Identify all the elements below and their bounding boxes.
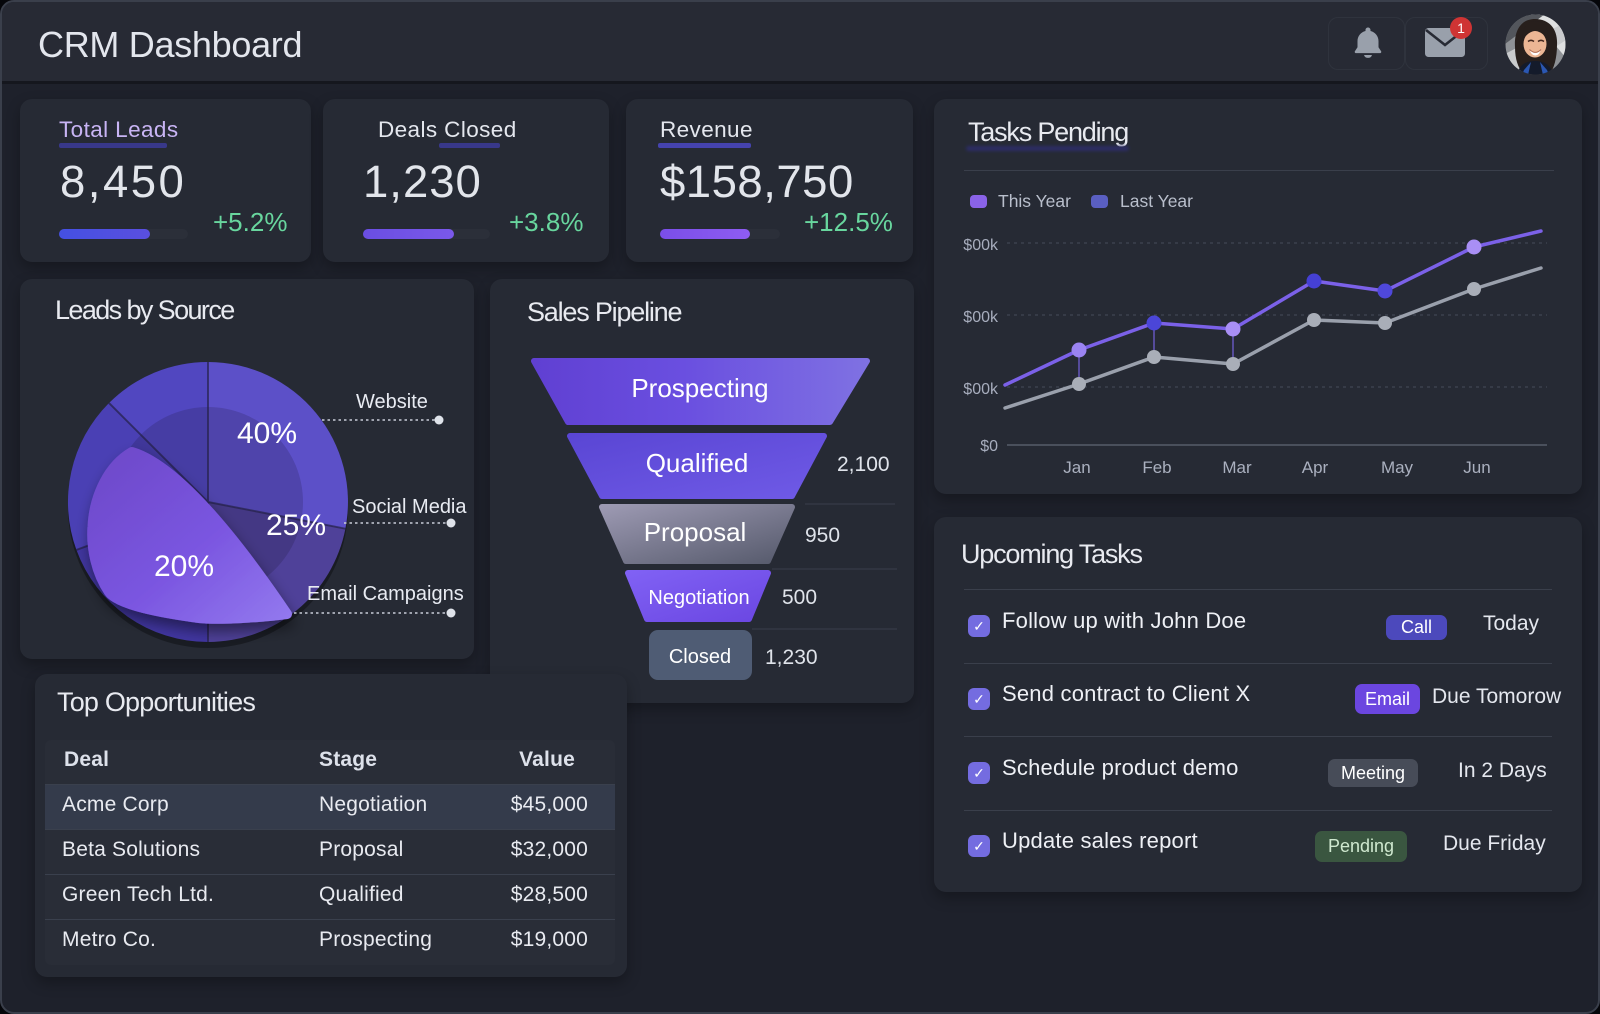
svg-text:Prospecting: Prospecting [631,373,768,403]
svg-text:$00k: $00k [963,237,999,254]
svg-text:Social Media: Social Media [352,496,467,518]
svg-text:20%: 20% [154,550,214,583]
svg-text:Proposal: Proposal [644,517,747,547]
svg-text:Mar: Mar [1222,458,1252,477]
svg-text:Jun: Jun [1463,458,1490,477]
svg-text:Website: Website [356,391,428,413]
svg-text:$0: $0 [980,438,998,455]
svg-text:1,230: 1,230 [765,646,818,669]
svg-text:Jan: Jan [1063,458,1090,477]
svg-text:This Year: This Year [998,191,1071,211]
svg-text:Email Campaigns: Email Campaigns [307,583,464,605]
svg-text:Feb: Feb [1142,458,1171,477]
svg-text:950: 950 [805,524,840,547]
svg-text:$00k: $00k [963,309,999,326]
svg-text:$00k: $00k [963,381,999,398]
svg-text:25%: 25% [266,509,326,542]
svg-text:Qualified: Qualified [646,448,749,478]
svg-text:Last Year: Last Year [1120,191,1193,211]
svg-text:40%: 40% [237,417,297,450]
svg-text:2,100: 2,100 [837,453,890,476]
svg-text:Negotiation: Negotiation [648,587,749,609]
svg-text:May: May [1381,458,1414,477]
svg-text:Apr: Apr [1302,458,1329,477]
svg-text:500: 500 [782,586,817,609]
svg-text:Closed: Closed [669,646,731,668]
